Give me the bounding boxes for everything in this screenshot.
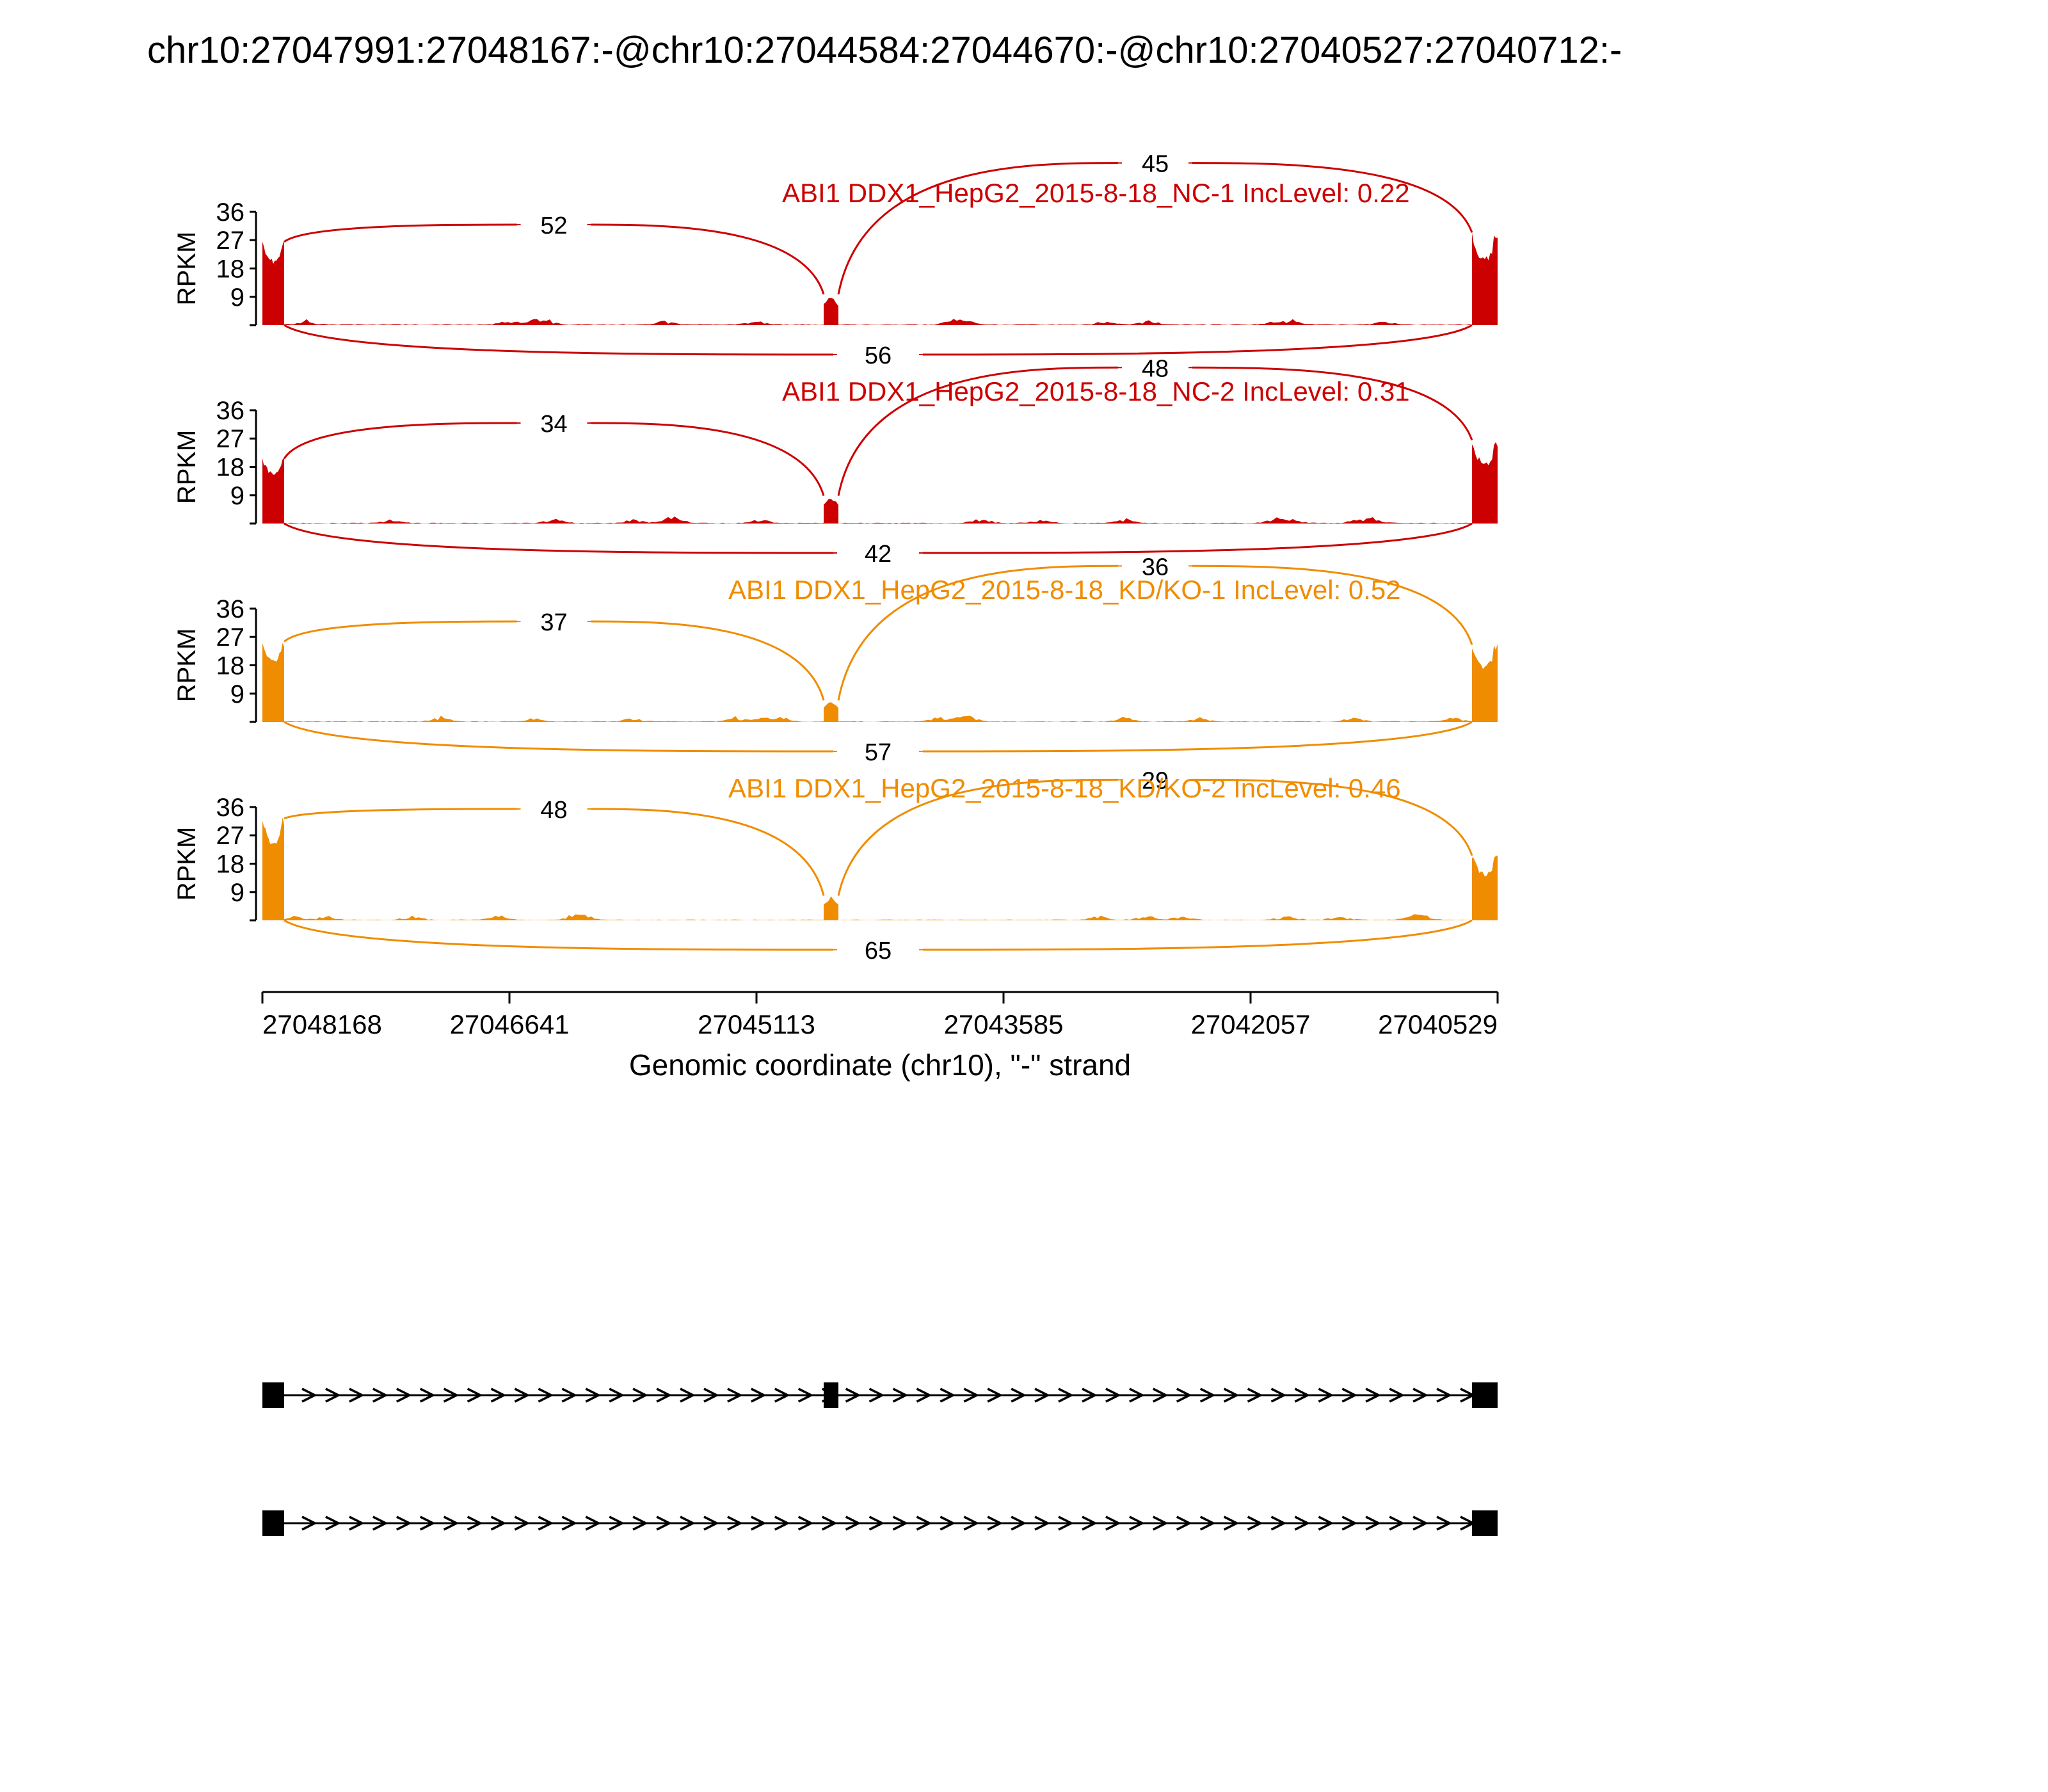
svg-text:65: 65	[865, 938, 892, 964]
svg-text:ABI1 DDX1_HepG2_2015-8-18_KD/K: ABI1 DDX1_HepG2_2015-8-18_KD/KO-1 IncLev…	[728, 575, 1401, 605]
svg-text:RPKM: RPKM	[173, 628, 201, 703]
svg-text:27: 27	[216, 425, 245, 453]
svg-text:18: 18	[216, 851, 245, 879]
svg-text:27043585: 27043585	[944, 1009, 1064, 1039]
svg-text:27046641: 27046641	[450, 1009, 570, 1039]
svg-text:36: 36	[216, 794, 245, 822]
svg-text:27: 27	[216, 227, 245, 255]
svg-text:RPKM: RPKM	[173, 430, 201, 504]
svg-text:27040529: 27040529	[1378, 1009, 1498, 1039]
svg-text:9: 9	[230, 284, 244, 312]
svg-text:18: 18	[216, 454, 245, 482]
svg-text:ABI1 DDX1_HepG2_2015-8-18_NC-2: ABI1 DDX1_HepG2_2015-8-18_NC-2 IncLevel:…	[782, 376, 1410, 406]
svg-text:RPKM: RPKM	[173, 827, 201, 901]
svg-text:Genomic coordinate (chr10), "-: Genomic coordinate (chr10), "-" strand	[629, 1048, 1131, 1082]
svg-text:27045113: 27045113	[698, 1009, 815, 1039]
svg-text:48: 48	[540, 797, 567, 824]
svg-text:chr10:27047991:27048167:-@chr1: chr10:27047991:27048167:-@chr10:27044584…	[147, 29, 1622, 71]
svg-text:9: 9	[230, 879, 244, 907]
svg-text:ABI1 DDX1_HepG2_2015-8-18_KD/K: ABI1 DDX1_HepG2_2015-8-18_KD/KO-2 IncLev…	[728, 773, 1401, 803]
svg-text:27: 27	[216, 822, 245, 850]
svg-text:9: 9	[230, 680, 244, 708]
svg-text:52: 52	[540, 212, 567, 239]
svg-text:34: 34	[540, 411, 567, 438]
svg-text:36: 36	[216, 397, 245, 425]
svg-text:37: 37	[540, 609, 567, 636]
svg-text:27048168: 27048168	[262, 1009, 382, 1039]
svg-text:56: 56	[865, 342, 892, 369]
svg-text:18: 18	[216, 255, 245, 284]
svg-text:42: 42	[865, 541, 892, 568]
svg-text:ABI1 DDX1_HepG2_2015-8-18_NC-1: ABI1 DDX1_HepG2_2015-8-18_NC-1 IncLevel:…	[782, 178, 1410, 208]
svg-text:18: 18	[216, 652, 245, 680]
svg-text:57: 57	[865, 739, 892, 766]
svg-text:27: 27	[216, 623, 245, 652]
svg-text:27042057: 27042057	[1191, 1009, 1311, 1039]
svg-text:9: 9	[230, 482, 244, 510]
svg-text:RPKM: RPKM	[173, 232, 201, 306]
svg-text:36: 36	[216, 198, 245, 227]
svg-text:36: 36	[216, 595, 245, 623]
svg-text:45: 45	[1142, 151, 1169, 178]
